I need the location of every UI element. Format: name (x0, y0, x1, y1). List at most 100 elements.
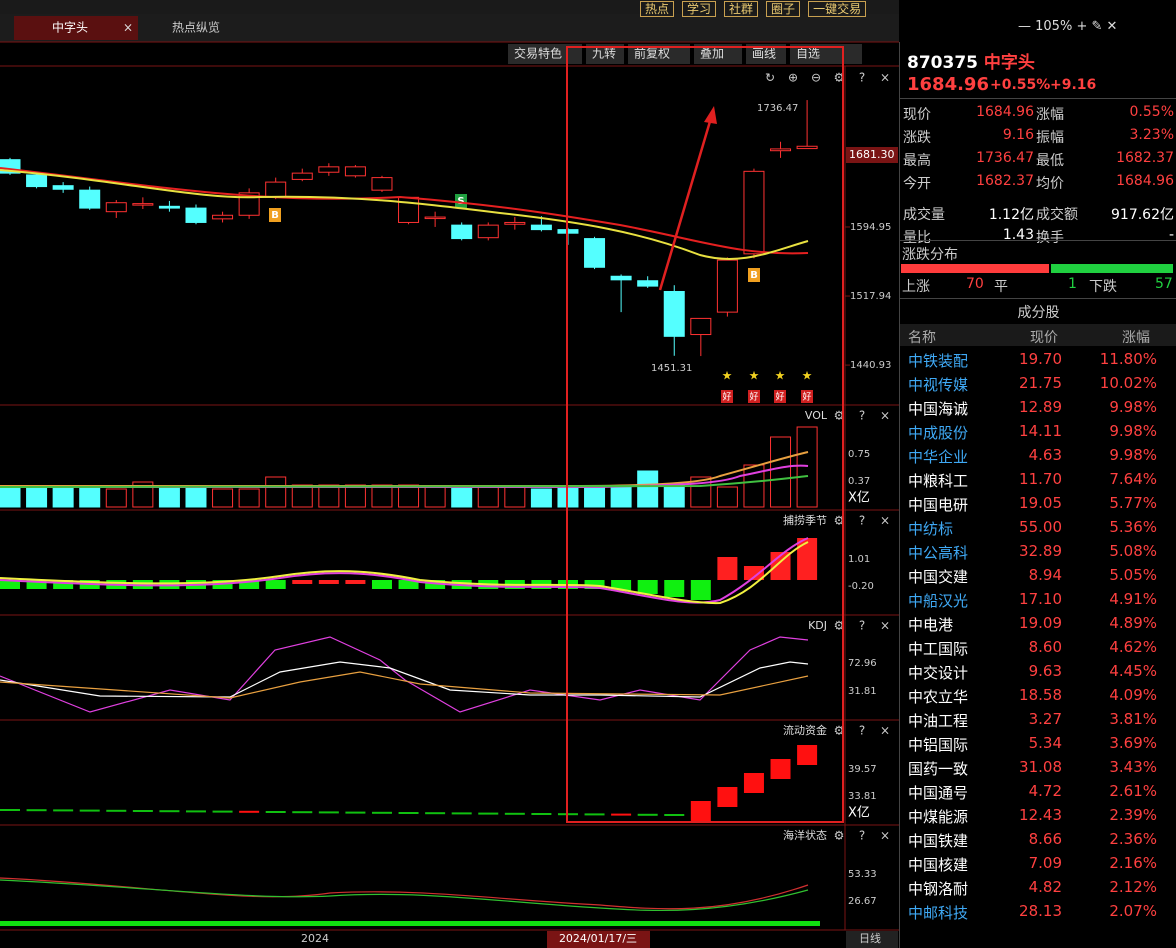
panel-icon[interactable]: × (880, 724, 890, 738)
x-axis-label: 2024 (301, 932, 329, 945)
fund-bar (371, 811, 392, 814)
panel-icon[interactable]: ↻ (765, 71, 775, 85)
candle-body (796, 145, 818, 150)
stock-price: 18.58 (1019, 686, 1062, 704)
panel-icon[interactable]: ? (859, 829, 865, 843)
panel-icon[interactable]: × (880, 71, 890, 85)
candle-body (504, 221, 526, 225)
panel-icon[interactable]: ⚙ (834, 724, 845, 738)
panel-icon[interactable]: ⊕ (788, 71, 798, 85)
toolbar-button[interactable] (746, 44, 786, 64)
fund-bar (185, 810, 206, 813)
toolbar-button[interactable] (508, 44, 582, 64)
stock-price: 19.05 (1019, 494, 1062, 512)
panel-icon[interactable]: ? (859, 409, 865, 423)
quote-label: 涨幅 (1036, 107, 1064, 123)
panel-icon[interactable]: ⚙ (834, 829, 845, 843)
candle-body (79, 189, 101, 209)
ma-line (0, 169, 809, 260)
toolbar-button[interactable] (628, 44, 690, 64)
panel-icon[interactable]: × (880, 829, 890, 843)
stock-name: 中钢洛耐 (908, 880, 969, 898)
zoom-control[interactable]: — 105% + ✎ ✕ (1018, 19, 1118, 34)
volume-bar (610, 486, 632, 508)
fund-bar (451, 812, 472, 815)
toolbar-button[interactable] (586, 44, 624, 64)
quote-row: 最高 1736.47 最低 1682.37 (900, 148, 1176, 171)
stock-pct: 4.91% (1109, 590, 1157, 608)
volume-bar (584, 486, 606, 508)
high-label: 1736.47 (757, 103, 798, 114)
panel-icon[interactable]: ⚙ (834, 514, 845, 528)
quote-value: 1684.96 (976, 104, 1034, 120)
tab[interactable]: 中字头 (52, 20, 88, 35)
panel-icon[interactable]: × (880, 619, 890, 633)
constituent-row: 中视传媒 21.75 10.02% (900, 372, 1176, 395)
panel-icon[interactable]: ⚙ (834, 71, 845, 85)
quote-label: 涨跌 (903, 130, 931, 146)
star-badge (721, 390, 733, 403)
quote-row: 涨跌 9.16 振幅 3.23% (900, 125, 1176, 148)
panel-icon[interactable]: ⊖ (811, 71, 821, 85)
toolbar-label[interactable]: 画线 (752, 47, 776, 61)
stock-pct: 5.05% (1109, 566, 1157, 584)
macd-bar (797, 538, 818, 580)
up-count: 70 (966, 276, 984, 292)
fund-bar (106, 809, 127, 812)
period-button[interactable] (846, 931, 898, 948)
star: ★ (722, 369, 733, 383)
toolbar-label[interactable]: 九转 (592, 46, 616, 61)
constituent-row: 中纺标 55.00 5.36% (900, 516, 1176, 539)
volume-bar (796, 426, 818, 508)
macd-bar (690, 580, 711, 600)
macd-bar (425, 580, 446, 589)
panel-icon[interactable]: × (880, 514, 890, 528)
tab[interactable]: 热点纵览 (172, 20, 220, 35)
fund-bar (504, 812, 525, 815)
volume-bar (530, 488, 552, 508)
panel-icon[interactable]: ? (859, 514, 865, 528)
toolbar-label[interactable]: 叠加 (700, 47, 724, 61)
ocean-line (0, 877, 809, 910)
kdj-line (0, 661, 809, 698)
panel-icon[interactable]: × (880, 409, 890, 423)
panel-tick: 31.81 (848, 686, 877, 697)
code: 870375 (907, 53, 978, 73)
panel-icon[interactable]: ? (859, 724, 865, 738)
volume-bar (318, 484, 340, 508)
close-tab[interactable]: × (123, 21, 133, 35)
candle-body (212, 214, 234, 220)
fund-bar (584, 813, 605, 816)
dist-title: 涨跌分布 (902, 247, 958, 263)
quote-value: 1684.96 (1116, 173, 1174, 189)
toolbar-button[interactable] (694, 44, 742, 64)
panel-icon[interactable]: ? (859, 619, 865, 633)
change: +9.16 (1050, 77, 1097, 93)
toolbar-label[interactable]: 交易特色 (514, 46, 562, 61)
period[interactable]: 日线 (859, 931, 881, 945)
toolbar-label[interactable]: 前复权 (634, 46, 670, 61)
panel-icon[interactable]: ⚙ (834, 619, 845, 633)
toolbar-label[interactable]: 自选 (796, 47, 820, 61)
stock-pct: 2.39% (1109, 806, 1157, 824)
stock-pct: 9.98% (1109, 446, 1157, 464)
candle-body (451, 224, 473, 240)
kline-panel: 1594.95 1517.94 1440.93 1681.30 1736.47 1451.… (0, 71, 898, 403)
stock-price: 8.94 (1028, 566, 1062, 584)
panel-icon[interactable]: ⚙ (834, 409, 845, 423)
fund-bar (0, 809, 20, 811)
ocean-line (0, 879, 809, 912)
stock-price: 4.72 (1028, 782, 1062, 800)
candle-body (318, 166, 340, 173)
macd-bar (318, 580, 339, 584)
stock-pct: 11.80% (1099, 350, 1157, 368)
stock-pct: 2.61% (1109, 782, 1157, 800)
panel-icon[interactable]: ? (859, 71, 865, 85)
stock-price: 28.13 (1019, 902, 1062, 920)
fund-bar (79, 809, 100, 812)
fund-bar (26, 809, 47, 812)
stock-price: 4.82 (1028, 878, 1062, 896)
active-tab[interactable] (14, 16, 138, 40)
